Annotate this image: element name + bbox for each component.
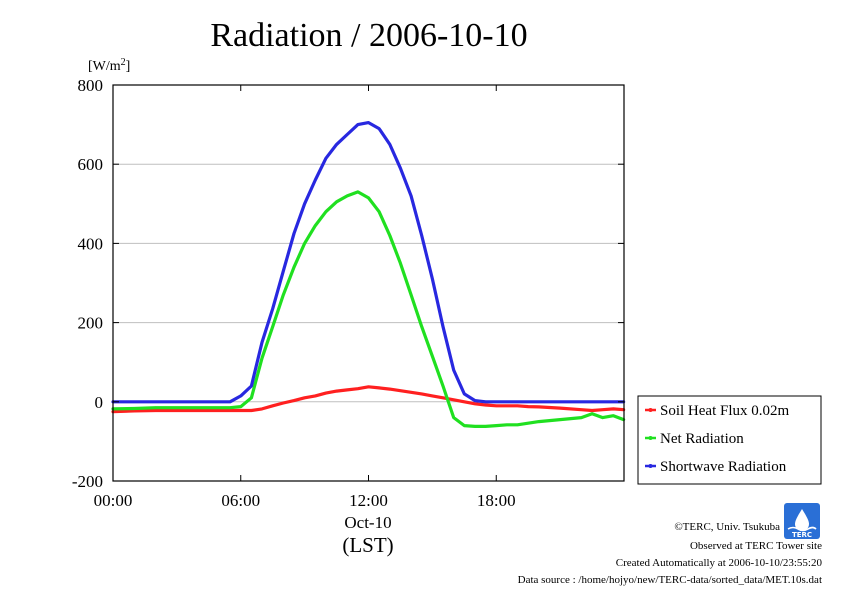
- footer-site: Observed at TERC Tower site: [690, 540, 822, 552]
- y-tick-label: 800: [78, 76, 104, 95]
- y-axis-ticks: -200 0 200 400 600 800: [72, 76, 624, 491]
- x-tick-label: 06:00: [221, 491, 260, 510]
- y-axis-unit-label: [W/m2]: [88, 57, 130, 74]
- x-axis-date-label: Oct-10: [344, 513, 391, 532]
- series-line-soil-heat-flux-0-02m: [111, 385, 626, 414]
- legend-label: Net Radiation: [660, 431, 744, 447]
- footer-source: Data source : /home/hojyo/new/TERC-data/…: [518, 574, 822, 586]
- series-line-shortwave-radiation: [111, 120, 626, 404]
- logo-text: TERC: [792, 531, 812, 539]
- series-layer: [111, 120, 626, 428]
- legend-box: [637, 395, 822, 485]
- legend-label: Soil Heat Flux 0.02m: [660, 403, 790, 419]
- legend: Soil Heat Flux 0.02m Net Radiation Shortwa…: [637, 395, 822, 485]
- footer-created: Created Automatically at 2006-10-10/23:5…: [616, 557, 823, 569]
- legend-marker: [648, 408, 653, 412]
- y-tick-label: 200: [78, 314, 104, 333]
- y-tick-label: -200: [72, 472, 103, 491]
- y-tick-label: 0: [95, 393, 104, 412]
- terc-logo: TERC: [784, 503, 820, 539]
- x-tick-label: 18:00: [477, 491, 516, 510]
- footer-copyright: ©TERC, Univ. Tsukuba: [674, 521, 780, 533]
- series-line-net-radiation: [111, 190, 626, 428]
- y-tick-label: 600: [78, 155, 104, 174]
- x-tick-label: 00:00: [94, 491, 133, 510]
- legend-label: Shortwave Radiation: [660, 459, 787, 475]
- chart-title: Radiation / 2006-10-10: [210, 17, 527, 54]
- x-tick-label: 12:00: [349, 491, 388, 510]
- x-axis-label: (LST): [342, 533, 393, 557]
- legend-marker: [648, 464, 653, 468]
- legend-marker: [648, 436, 653, 440]
- y-tick-label: 400: [78, 234, 104, 253]
- x-axis-ticks: 00:00 06:00 12:00 18:00: [94, 85, 516, 510]
